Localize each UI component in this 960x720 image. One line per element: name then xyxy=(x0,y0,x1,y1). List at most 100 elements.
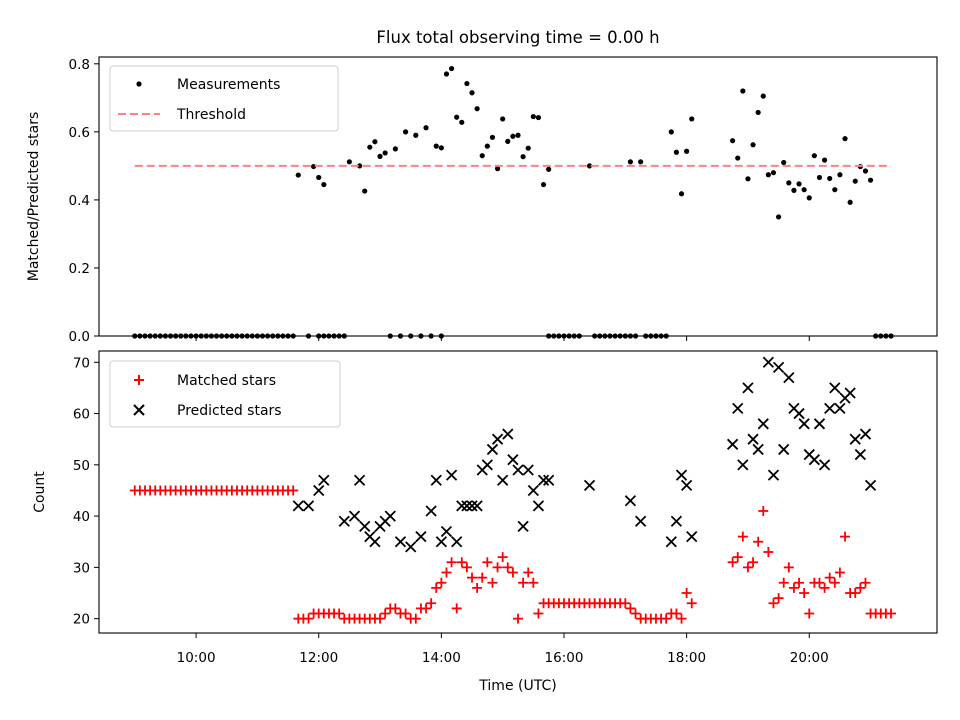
predicted-star-point xyxy=(502,428,514,440)
predicted-star-point xyxy=(456,500,468,512)
matched-star-point xyxy=(834,567,845,578)
measurement-point xyxy=(367,144,373,150)
predicted-star-point xyxy=(849,433,861,445)
top-legend: Measurements Threshold xyxy=(109,65,339,132)
y-tick-label: 30 xyxy=(73,560,90,576)
matched-star-point xyxy=(753,536,764,547)
matched-star-point xyxy=(773,593,784,604)
legend-predicted-marker xyxy=(133,404,145,416)
predicted-star-point xyxy=(813,418,826,430)
x-tick-label: 12:00 xyxy=(299,650,338,666)
matched-star-point xyxy=(456,557,467,568)
matched-star-point xyxy=(824,572,835,583)
predicted-star-point xyxy=(292,500,304,512)
predicted-star-point xyxy=(747,433,759,445)
matched-star-point xyxy=(472,582,483,593)
bottom-legend: Matched stars Predicted stars xyxy=(109,360,341,428)
y-tick-label: 40 xyxy=(73,509,90,525)
predicted-star-point xyxy=(829,382,841,394)
predicted-star-point xyxy=(512,464,524,476)
y-tick-label: 0.0 xyxy=(69,329,90,345)
predicted-star-point xyxy=(844,387,856,399)
measurement-point xyxy=(673,149,680,155)
predicted-star-point xyxy=(808,454,821,466)
matched-star-point xyxy=(860,577,871,588)
predicted-star-point xyxy=(318,474,330,486)
y-tick-label: 70 xyxy=(73,355,90,371)
measurement-point xyxy=(484,143,490,149)
bottom-plot-area xyxy=(129,356,897,624)
measurement-point xyxy=(346,159,352,165)
matched-star-point xyxy=(436,577,447,588)
measurement-point xyxy=(806,195,812,201)
measurement-point xyxy=(464,80,470,87)
legend-measurements-marker xyxy=(136,81,142,87)
predicted-star-point xyxy=(425,505,437,517)
matched-star-point xyxy=(487,577,498,588)
bottom-legend-box xyxy=(109,360,341,428)
measurement-point xyxy=(586,163,593,169)
predicted-star-point xyxy=(471,500,483,512)
matched-star-point xyxy=(303,613,314,624)
measurement-point xyxy=(811,153,817,159)
chart-title: Flux total observing time = 0.00 h xyxy=(376,28,659,47)
measurement-point xyxy=(500,116,506,122)
predicted-star-point xyxy=(675,469,688,481)
x-tick-label: 20:00 xyxy=(790,650,829,666)
measurement-point xyxy=(852,178,858,184)
measurement-point xyxy=(791,187,797,193)
top-y-axis-label: Matched/Predicted stars xyxy=(26,112,42,282)
measurement-point xyxy=(867,177,874,183)
measurement-point xyxy=(433,143,439,149)
measurement-point xyxy=(362,188,368,194)
matched-star-point xyxy=(441,567,452,578)
measurement-point xyxy=(775,214,782,220)
predicted-star-point xyxy=(762,356,775,368)
matched-star-point xyxy=(758,505,769,516)
measurement-point xyxy=(745,176,751,182)
predicted-star-point xyxy=(359,520,371,532)
matched-star-point xyxy=(737,531,748,542)
matched-star-point xyxy=(886,608,897,619)
predicted-star-point xyxy=(353,474,366,486)
measurement-point xyxy=(469,90,475,96)
matched-star-point xyxy=(334,608,345,619)
legend-measurements-label: Measurements xyxy=(177,77,280,93)
matched-star-point xyxy=(390,603,401,614)
measurement-point xyxy=(382,150,388,156)
measurement-point xyxy=(321,181,327,188)
measurement-point xyxy=(770,170,777,176)
matched-star-point xyxy=(380,608,391,619)
predicted-star-point xyxy=(686,530,698,543)
measurement-point xyxy=(510,133,516,139)
measurement-point xyxy=(781,159,787,166)
measurement-point xyxy=(678,191,685,197)
matched-star-point xyxy=(497,552,508,563)
matched-star-point xyxy=(467,572,478,583)
matched-star-point xyxy=(794,577,805,588)
predicted-star-point xyxy=(778,443,790,456)
measurement-point xyxy=(438,145,444,151)
predicted-star-point xyxy=(532,500,545,512)
predicted-star-point xyxy=(818,459,831,471)
measurement-point xyxy=(760,93,766,99)
x-tick-label: 10:00 xyxy=(177,650,216,666)
measurement-point xyxy=(832,187,838,193)
matched-star-point xyxy=(732,552,743,563)
matched-star-point xyxy=(661,613,672,624)
predicted-star-point xyxy=(624,495,637,507)
measurement-point xyxy=(372,139,378,145)
predicted-star-point xyxy=(348,510,361,522)
matched-star-point xyxy=(855,582,866,593)
matched-star-point xyxy=(676,613,687,624)
measurement-point xyxy=(796,181,802,187)
matched-star-point xyxy=(804,608,815,619)
predicted-star-point xyxy=(783,372,795,384)
predicted-star-point xyxy=(793,407,805,420)
predicted-star-point xyxy=(507,454,519,466)
predicted-star-point xyxy=(313,484,325,497)
matched-star-point xyxy=(451,603,462,614)
matched-star-point xyxy=(431,582,442,593)
measurement-point xyxy=(546,166,552,172)
matched-star-point xyxy=(686,598,697,609)
